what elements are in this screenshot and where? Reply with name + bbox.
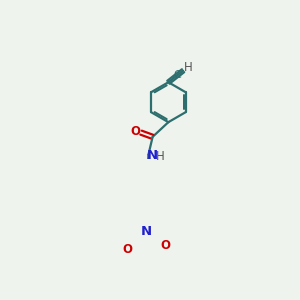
Text: O: O xyxy=(161,238,171,251)
Text: C: C xyxy=(173,70,181,80)
Text: O: O xyxy=(131,125,141,138)
Text: N: N xyxy=(141,225,152,238)
Text: N: N xyxy=(147,149,158,162)
Text: H: H xyxy=(184,61,193,74)
Text: O: O xyxy=(122,243,132,256)
Text: H: H xyxy=(156,150,164,163)
